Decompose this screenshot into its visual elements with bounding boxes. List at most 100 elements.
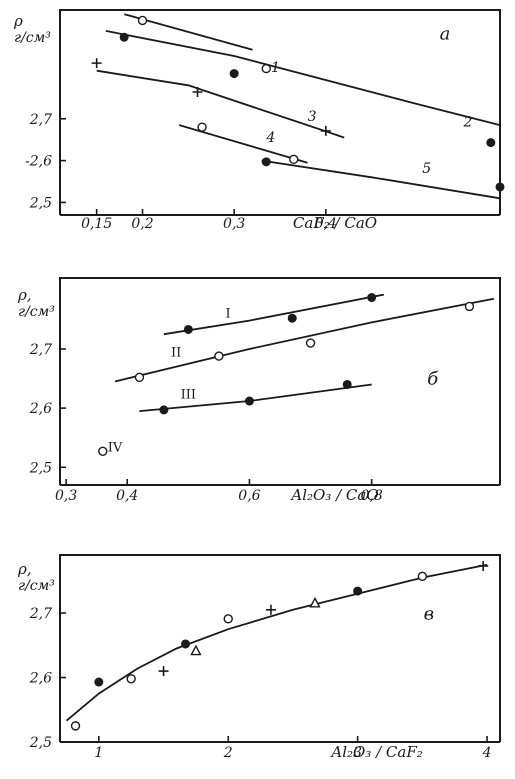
series-IV: IV [98,440,123,456]
series-4 [190,596,321,656]
panel-label: в [424,603,434,624]
series-line [114,297,495,383]
data-point [197,122,207,132]
y-tick-label: 2,7 [29,112,52,128]
fit-curve [65,563,488,722]
data-point [353,586,363,596]
chart-panel-1: 0,15 0,2 0,3 0,4 2,5 -2,6 2,7 ρг/см³ CaF₂ / CaO а… [13,9,505,232]
series-4: 4 [178,122,308,165]
series-III: III [139,379,372,415]
plot-frame [59,9,501,215]
series-label: 5 [422,161,431,177]
data-point [495,182,505,192]
series-label: 3 [308,109,317,125]
data-point [289,154,299,165]
y-axis-symbol: ρ, [17,286,32,304]
x-tick-label: 2 [223,745,233,761]
series-1 [70,571,428,731]
series-label: III [181,388,196,403]
y-tick-label: 2,5 [29,460,52,476]
data-point [244,396,254,406]
data-point [98,446,108,456]
chart-panel-3: 1 2 3 4 2,5 2,6 2,7 ρ,г/см³ Al₂O₃ / CaF₂ в [17,554,501,761]
series-2: 2 [105,30,501,148]
series-5: 5 [261,157,505,200]
y-axis-unit: г/см³ [14,30,51,46]
series-II: II [114,297,495,383]
series-line [96,69,345,139]
y-axis-symbol: ρ, [17,560,32,578]
y-tick-label: 2,6 [29,671,52,687]
series-label: 4 [265,130,275,146]
data-point [192,87,203,97]
series-label: I [225,307,230,322]
data-point [134,372,145,383]
series-line [139,383,372,412]
y-tick-label: 2,6 [29,401,52,417]
data-point [309,596,321,608]
series-line [178,124,308,164]
data-point [261,157,271,167]
data-point [486,138,496,148]
x-tick-label: 0,2 [131,216,153,232]
series-line [105,30,501,126]
data-point [367,293,377,303]
data-point [305,338,316,348]
panel-label: б [427,368,439,389]
x-axis-label: Al₂O₃ / CaO [289,486,378,504]
data-point [91,58,102,69]
x-axis-label: CaF₂ / CaO [293,214,377,232]
data-point [478,560,489,571]
data-point [159,405,169,415]
plot-frame [59,554,501,742]
data-point [417,571,428,581]
x-tick-label: 0,6 [238,488,260,504]
x-tick-label: 1 [94,745,103,761]
x-axis-label: Al₂O₃ / CaF₂ [329,743,422,761]
series-label: 1 [271,60,280,76]
x-tick-label: 0,15 [81,216,112,232]
data-point [287,313,297,323]
y-axis-unit: г/см³ [18,304,55,320]
x-tick-label: 0,4 [116,488,138,504]
series-label: 2 [462,114,472,130]
x-tick-label: 0,3 [55,488,77,504]
x-tick-label: 4 [482,745,492,761]
chart-panel-2: 0,3 0,4 0,6 0,8 2,5 2,6 2,7 ρ,г/см³ Al₂O₃ / CaO б… [17,277,501,504]
series-label: IV [108,440,123,455]
data-point [190,644,202,656]
y-tick-label: 2,5 [29,195,52,211]
x-tick-label: 0,4 [315,216,337,232]
data-point [320,125,331,136]
y-tick-label: 2,7 [29,606,52,622]
data-point [183,324,193,334]
data-point [223,614,233,624]
series-I: I [163,293,385,336]
series-3 [158,560,489,677]
data-point [181,639,191,649]
series-3: 3 [91,58,345,139]
series-2 [94,586,363,687]
series-1: 1 [123,13,280,76]
data-point [342,379,352,389]
data-point [94,677,104,687]
data-point [126,674,136,684]
x-tick-label: 3 [353,745,362,761]
y-axis-unit: г/см³ [18,578,55,594]
data-point [70,721,81,731]
y-tick-label: -2,6 [25,154,52,170]
panel-label: а [440,23,451,44]
x-tick-label: 0,3 [223,216,245,232]
series-label: II [171,346,181,361]
y-axis-symbol: ρ [13,12,23,30]
plot-frame [59,277,501,485]
data-point [137,15,148,26]
series-line [261,159,501,200]
series-line [163,293,385,336]
y-tick-label: 2,7 [29,342,52,358]
data-point [214,351,224,361]
y-tick-label: 2,5 [29,735,52,751]
data-point [265,604,276,615]
x-tick-label: 0,8 [361,488,383,504]
